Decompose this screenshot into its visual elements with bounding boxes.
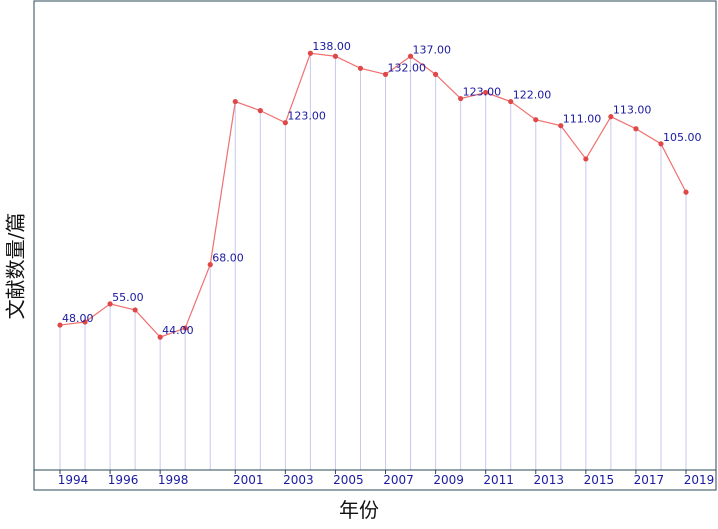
x-tick-label: 1998 — [158, 473, 189, 487]
x-tick-label: 1994 — [58, 473, 89, 487]
data-point — [458, 95, 464, 102]
data-label: 113.00 — [613, 104, 652, 117]
data-point — [583, 156, 589, 162]
data-point — [483, 89, 489, 96]
data-point — [82, 319, 88, 325]
data-point — [533, 117, 539, 123]
x-tick-label: 2015 — [584, 473, 615, 487]
x-tick-label: 2001 — [233, 473, 264, 487]
data-point — [683, 189, 689, 195]
data-label: 123.00 — [463, 86, 502, 99]
x-tick-label: 2003 — [283, 473, 314, 487]
data-label: 105.00 — [663, 131, 702, 144]
data-label: 123.00 — [287, 110, 326, 123]
x-tick-label: 2009 — [433, 473, 464, 487]
data-point — [57, 322, 63, 328]
x-tick-label: 2019 — [684, 473, 715, 487]
data-point — [207, 262, 213, 268]
data-point — [382, 71, 389, 77]
data-point — [508, 98, 514, 105]
data-label: 111.00 — [563, 113, 602, 126]
data-point — [633, 126, 639, 132]
plot-frame — [33, 0, 717, 491]
y-axis-title: 文献数量/篇 — [3, 212, 28, 320]
data-label: 122.00 — [513, 89, 552, 102]
data-point — [182, 325, 188, 331]
data-label: 55.00 — [112, 291, 144, 304]
data-label: 138.00 — [312, 40, 351, 53]
data-point — [658, 141, 664, 147]
data-point — [357, 65, 364, 71]
data-point — [307, 50, 313, 56]
data-label: 132.00 — [388, 61, 427, 74]
x-tick-label: 2017 — [634, 473, 665, 487]
series-line — [59, 52, 687, 338]
data-point — [257, 108, 263, 114]
data-point — [332, 53, 339, 59]
x-axis-title: 年份 — [339, 498, 379, 522]
x-tick-label: 1996 — [108, 473, 139, 487]
x-tick-label: 2011 — [483, 473, 514, 487]
x-tick-label: 2007 — [383, 473, 414, 487]
x-tick-label: 2013 — [533, 473, 564, 487]
data-point — [107, 301, 113, 307]
data-label: 137.00 — [413, 43, 452, 56]
x-tick-label: 2005 — [333, 473, 364, 487]
data-point — [282, 120, 288, 126]
data-label: 68.00 — [212, 252, 244, 265]
data-point — [608, 114, 614, 120]
data-point — [407, 53, 414, 59]
data-label: 48.00 — [62, 312, 94, 325]
data-label: 44.00 — [162, 324, 194, 337]
data-point — [157, 334, 163, 340]
data-point — [232, 98, 238, 105]
data-point — [433, 71, 439, 77]
data-point — [132, 307, 138, 313]
data-point — [558, 123, 564, 129]
